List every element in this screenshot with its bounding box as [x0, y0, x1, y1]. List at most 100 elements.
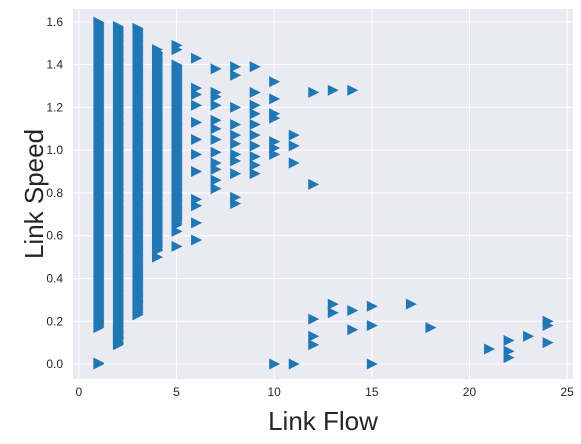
data-point — [132, 296, 144, 308]
data-point — [230, 118, 242, 130]
data-point — [249, 108, 261, 120]
data-point — [191, 234, 203, 246]
grid-lines — [73, 9, 573, 379]
dense-marker-column — [112, 21, 124, 351]
y-tick-label: 1.6 — [46, 15, 63, 29]
data-point — [366, 300, 378, 312]
data-point — [308, 178, 320, 190]
data-point — [191, 99, 203, 111]
data-point — [269, 358, 281, 370]
data-point — [249, 118, 261, 130]
data-point — [249, 86, 261, 98]
data-point — [288, 129, 300, 141]
data-point — [210, 63, 222, 75]
data-point — [151, 44, 163, 56]
data-point — [308, 86, 320, 98]
data-point — [347, 324, 359, 336]
data-point — [191, 200, 203, 212]
data-point — [230, 155, 242, 167]
data-point — [230, 198, 242, 210]
dense-marker-columns — [93, 16, 183, 351]
data-point — [425, 322, 437, 334]
tick-labels: 0 5 10 15 20 25 0.0 0.2 0.4 0.6 0.8 1.0 1.2 1.4 1.6 — [46, 15, 574, 399]
data-point — [151, 240, 163, 252]
data-point — [210, 114, 222, 126]
y-tick-label: 0.0 — [46, 357, 63, 371]
data-point — [503, 352, 515, 364]
data-point — [112, 326, 124, 338]
data-point — [230, 168, 242, 180]
data-point — [484, 343, 496, 355]
data-point — [327, 84, 339, 96]
data-point — [503, 335, 515, 347]
data-point — [327, 298, 339, 310]
data-point — [308, 339, 320, 351]
data-point — [230, 138, 242, 150]
data-point — [288, 140, 300, 152]
data-point — [191, 89, 203, 101]
y-tick-label: 0.6 — [46, 229, 63, 243]
data-point — [230, 101, 242, 113]
data-point — [132, 307, 144, 319]
data-point — [191, 116, 203, 128]
data-point — [542, 320, 554, 332]
data-point — [230, 129, 242, 141]
data-point — [366, 320, 378, 332]
data-point — [171, 240, 183, 252]
data-point — [191, 133, 203, 145]
y-tick-label: 1.0 — [46, 143, 63, 157]
data-point — [210, 91, 222, 103]
x-tick-label: 10 — [267, 385, 281, 399]
data-point — [210, 183, 222, 195]
y-tick-label: 0.4 — [46, 271, 63, 285]
data-point — [347, 84, 359, 96]
data-point — [210, 174, 222, 186]
data-point — [151, 251, 163, 263]
x-tick-label: 15 — [365, 385, 379, 399]
dense-marker-column — [132, 22, 144, 321]
data-point — [366, 358, 378, 370]
x-tick-label: 0 — [76, 385, 83, 399]
data-point — [269, 112, 281, 124]
data-point — [523, 330, 535, 342]
data-point — [249, 99, 261, 111]
x-tick-label: 20 — [463, 385, 477, 399]
data-point — [230, 61, 242, 73]
data-point — [347, 305, 359, 317]
data-point — [288, 157, 300, 169]
data-point — [249, 159, 261, 171]
y-tick-label: 1.2 — [46, 100, 63, 114]
y-axis-title: Link Speed — [19, 129, 49, 259]
data-point — [249, 140, 261, 152]
dense-marker-column — [151, 46, 163, 257]
data-point — [405, 298, 417, 310]
data-point — [249, 151, 261, 163]
data-point — [210, 133, 222, 145]
data-point — [249, 129, 261, 141]
data-point — [210, 123, 222, 135]
y-tick-label: 0.2 — [46, 314, 63, 328]
data-point — [249, 168, 261, 180]
data-point — [191, 166, 203, 178]
data-point — [269, 148, 281, 160]
data-point — [308, 313, 320, 325]
data-point — [269, 93, 281, 105]
data-point — [327, 307, 339, 319]
x-tick-label: 25 — [560, 385, 574, 399]
data-point — [308, 330, 320, 342]
data-point — [191, 217, 203, 229]
x-tick-label: 5 — [173, 385, 180, 399]
dense-marker-column — [171, 59, 183, 231]
data-point — [171, 44, 183, 56]
y-tick-label: 0.8 — [46, 186, 63, 200]
dense-marker-column — [93, 16, 105, 334]
data-point — [230, 69, 242, 81]
x-axis-title: Link Flow — [268, 406, 378, 436]
data-point — [210, 163, 222, 175]
data-point — [132, 281, 144, 293]
data-point — [288, 358, 300, 370]
data-point — [269, 76, 281, 88]
scatter-points — [93, 39, 554, 370]
data-point — [191, 52, 203, 64]
